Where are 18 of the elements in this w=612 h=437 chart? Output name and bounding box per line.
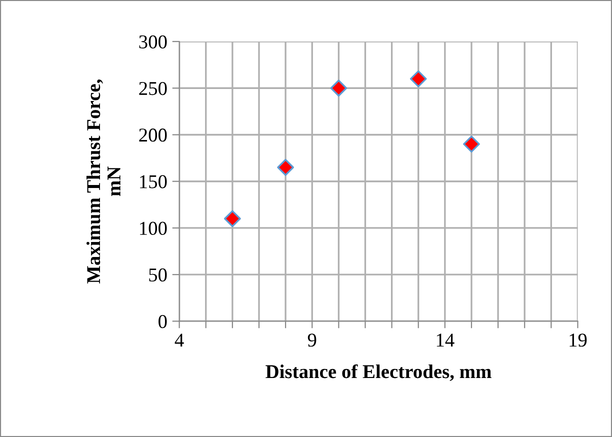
x-tick-label: 19 [570,334,587,347]
x-tick-label: 4 [174,334,184,346]
point [463,136,480,153]
point [330,80,348,97]
y-tick-label: 0 [158,315,167,328]
y-axis-title: Maximum Thrust Force, mN [86,80,120,284]
y-tick-label: 50 [149,268,167,282]
x-tick-label: 9 [308,334,316,347]
x-axis-title: Distance of Electrodes, mm [266,364,492,382]
y-tick-label: 200 [139,128,167,142]
y-tick-label: 100 [140,222,167,235]
y-tick-label: 300 [139,35,167,48]
x-tick-label: 14 [436,334,454,346]
y-tick-label: 150 [140,175,167,188]
point [224,210,241,228]
point [277,158,294,176]
point [410,70,427,88]
y-tick-label: 250 [139,82,167,96]
